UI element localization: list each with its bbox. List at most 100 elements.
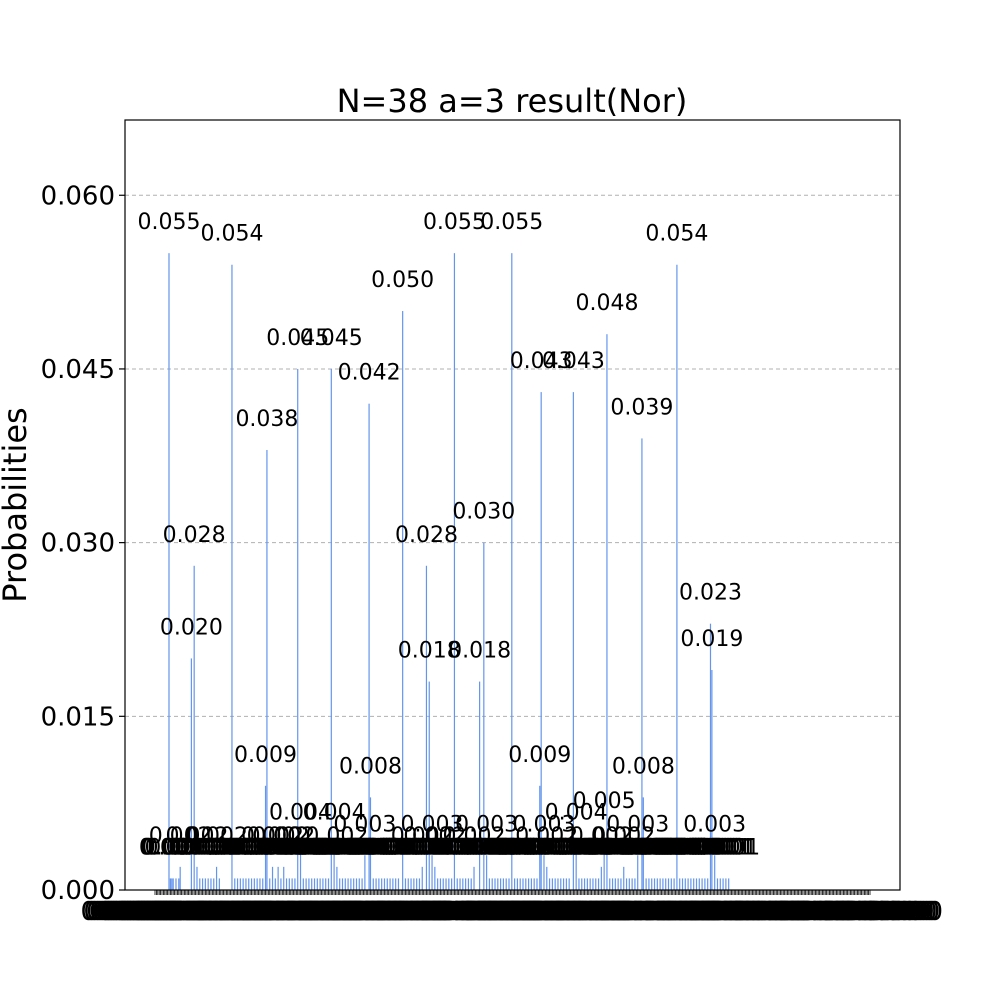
bar-value-label: 0.004	[269, 801, 332, 826]
x-tick-label: 001100000	[215, 897, 364, 927]
bar	[494, 878, 496, 890]
x-tick-label: 010011100	[299, 897, 448, 927]
bar	[201, 878, 204, 890]
bar-value-label: 0.001	[584, 835, 647, 860]
x-tick-label: 111100110	[761, 897, 910, 927]
bars	[168, 253, 730, 891]
bar-value-label: 0.039	[610, 395, 673, 420]
x-tick-label: 011100010	[397, 897, 546, 927]
x-tick-label: 001111000	[248, 897, 397, 927]
bar-value-label: 0.004	[303, 801, 366, 826]
bar-value-label: 0.001	[364, 835, 427, 860]
x-tick-label: 011101110	[414, 897, 563, 927]
bar-value-label: 0.001	[500, 835, 563, 860]
x-tick-label: 111011010	[744, 897, 893, 927]
bar-value-label: 0.001	[524, 835, 587, 860]
x-tick-label: 010011000	[293, 897, 442, 927]
x-tick-label: 100011110	[481, 897, 630, 927]
bar	[665, 878, 667, 890]
bar-value-label: 0.001	[377, 835, 440, 860]
bar	[297, 368, 299, 890]
bar-value-label: 0.001	[388, 835, 451, 860]
x-tick-label: 110010000	[640, 897, 789, 927]
bar	[620, 878, 622, 890]
bar	[716, 878, 719, 890]
bar	[728, 878, 730, 890]
bar	[234, 878, 236, 890]
bar-value-label: 0.001	[694, 835, 757, 860]
bar-value-label: 0.001	[472, 835, 535, 860]
bar-value-label: 0.001	[617, 835, 680, 860]
x-tick-label: 001000110	[178, 897, 327, 927]
x-tick-label: 001001010	[184, 897, 333, 927]
bar	[614, 878, 616, 890]
x-tick-label: 111001110	[727, 897, 876, 927]
bar-value-label: 0.001	[283, 835, 346, 860]
x-tick-label: 100100010	[486, 897, 635, 927]
bar	[355, 878, 358, 890]
grid	[125, 194, 900, 717]
y-tick-label: 0.060	[41, 181, 115, 211]
x-tick-label: 110000010	[621, 897, 770, 927]
x-tick-label: 001111110	[257, 897, 406, 927]
bar	[372, 878, 374, 890]
bar-value-label: 0.001	[521, 835, 584, 860]
bar	[361, 878, 363, 890]
bar-value-label: 0.001	[595, 835, 658, 860]
bar-value-label: 0.001	[629, 835, 692, 860]
bar-value-label: 0.001	[637, 835, 700, 860]
bar-value-label: 0.001	[426, 835, 489, 860]
bar	[722, 878, 724, 890]
bar	[431, 855, 433, 890]
bar-value-label: 0.001	[144, 835, 207, 860]
x-tick-label: 100110010	[509, 897, 658, 927]
bar	[445, 878, 447, 890]
bar	[516, 878, 518, 890]
x-tick-label: 000111110	[167, 897, 316, 927]
x-tick-label: 111001000	[719, 897, 868, 927]
bar	[253, 878, 255, 890]
axes-frame	[124, 119, 901, 891]
bar	[522, 878, 524, 890]
x-tick-label: 000100010	[128, 897, 277, 927]
bar	[491, 878, 493, 890]
x-tick-label: 110010100	[646, 897, 795, 927]
bar	[305, 878, 307, 890]
x-tick-label: 011101010	[408, 897, 557, 927]
bar	[578, 878, 580, 890]
x-tick-label: 011111000	[428, 897, 577, 927]
bar-value-label: 0.001	[261, 835, 324, 860]
x-tick-label: 010100110	[313, 897, 462, 927]
x-tick-label: 000010000	[103, 897, 252, 927]
bar-value-label: 0.001	[415, 835, 478, 860]
x-tick-label: 111011100	[747, 897, 896, 927]
bar	[347, 878, 349, 890]
bar-value-label: 0.045	[300, 326, 363, 351]
bar-value-label: 0.001	[567, 835, 630, 860]
x-tick-label: 100011010	[475, 897, 624, 927]
bar-labels: 0.0550.0010.0010.0010.0010.0010.0020.020…	[137, 210, 760, 860]
bar-value-label: 0.002	[403, 824, 466, 849]
x-tick-label: 110111000	[696, 897, 845, 927]
x-tick-label: 100111100	[523, 897, 672, 927]
bar	[597, 878, 600, 890]
x-tick-label: 001000100	[176, 897, 325, 927]
bar-value-label: 0.001	[179, 835, 242, 860]
bar-value-label: 0.001	[559, 835, 622, 860]
bar	[651, 878, 653, 890]
bar	[395, 878, 397, 890]
bar-value-label: 0.003	[455, 812, 518, 837]
x-tick-label: 000100000	[125, 897, 274, 927]
bar-value-label: 0.004	[545, 801, 608, 826]
x-tick-label: 010000010	[262, 897, 411, 927]
bar	[540, 392, 542, 890]
bar-value-label: 0.001	[226, 835, 289, 860]
x-tick-label: 001100010	[218, 897, 367, 927]
bar-value-label: 0.001	[686, 835, 749, 860]
x-tick-label: 101101110	[593, 897, 742, 927]
bar-value-label: 0.001	[277, 835, 340, 860]
bar-value-label: 0.001	[561, 835, 624, 860]
bar-value-label: 0.001	[212, 835, 275, 860]
bar-value-label: 0.001	[620, 835, 683, 860]
